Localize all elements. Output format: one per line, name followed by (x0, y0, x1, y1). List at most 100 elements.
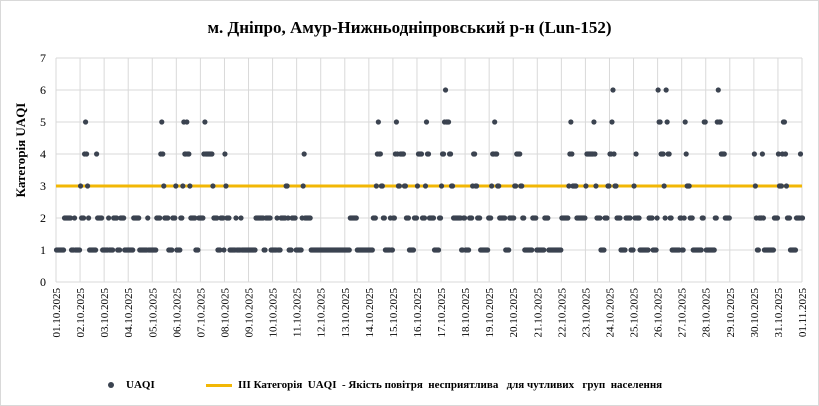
uaqi-series (53, 87, 806, 253)
data-point (680, 247, 686, 253)
data-point (545, 215, 551, 221)
data-point (106, 215, 112, 221)
data-point (180, 183, 186, 189)
data-point (405, 215, 412, 221)
data-point (418, 151, 425, 157)
data-point (474, 183, 480, 189)
data-point (160, 151, 166, 157)
data-point (114, 215, 120, 221)
data-point (274, 215, 280, 221)
data-point (657, 119, 663, 125)
x-tick-label: 05.10.2025 (147, 288, 159, 338)
data-point (664, 119, 670, 125)
x-tick-label: 09.10.2025 (244, 288, 256, 338)
data-point (494, 151, 500, 157)
data-point (192, 215, 198, 221)
data-point (83, 151, 90, 157)
data-point (775, 151, 782, 157)
data-point (633, 151, 639, 157)
data-point (751, 151, 757, 157)
data-point (686, 183, 692, 189)
x-tick-label: 21.10.2025 (532, 288, 544, 338)
data-point (442, 87, 449, 93)
data-point (752, 183, 758, 189)
data-point (220, 215, 226, 221)
x-tick-label: 25.10.2025 (629, 288, 641, 338)
data-point (94, 151, 100, 157)
x-tick-label: 12.10.2025 (316, 288, 328, 338)
data-point (496, 183, 502, 189)
data-point (372, 215, 378, 221)
data-point (410, 247, 417, 253)
data-point (67, 215, 74, 221)
data-point (601, 247, 607, 253)
data-point (177, 247, 183, 253)
data-point (414, 183, 421, 189)
data-point (136, 215, 142, 221)
x-tick-label: 24.10.2025 (604, 288, 616, 338)
x-tick-label: 01.11.2025 (797, 288, 809, 338)
x-tick-label: 11.10.2025 (292, 288, 304, 338)
data-point (631, 183, 637, 189)
data-point (209, 151, 215, 157)
data-point (502, 215, 508, 221)
data-point (184, 119, 190, 125)
data-point (666, 151, 672, 157)
data-point (485, 247, 491, 253)
data-point (511, 215, 517, 221)
data-point (223, 183, 229, 189)
data-point (130, 247, 136, 253)
data-point (145, 215, 151, 221)
x-tick-label: 28.10.2025 (701, 288, 713, 338)
data-point (662, 215, 668, 221)
data-point (165, 215, 171, 221)
data-point (161, 183, 167, 189)
data-point (153, 247, 159, 253)
data-point (506, 247, 512, 253)
data-point (222, 151, 228, 157)
data-point (435, 247, 442, 253)
data-point (698, 247, 704, 253)
data-point (529, 247, 535, 253)
data-point (82, 119, 89, 125)
x-tick-label: 07.10.2025 (195, 288, 207, 338)
x-tick-label: 16.10.2025 (412, 288, 424, 338)
data-point (277, 247, 283, 253)
data-point (402, 183, 409, 189)
data-point (381, 215, 387, 221)
data-point (717, 119, 723, 125)
data-point (214, 215, 220, 221)
data-point (759, 151, 765, 157)
data-point (611, 151, 617, 157)
x-tick-label: 04.10.2025 (123, 288, 135, 338)
x-tick-label: 27.10.2025 (677, 288, 689, 338)
data-point (77, 183, 84, 189)
data-point (226, 215, 232, 221)
data-point (489, 183, 495, 189)
data-point (379, 183, 385, 189)
data-point (711, 247, 717, 253)
data-point (447, 151, 454, 157)
x-tick-label: 06.10.2025 (171, 288, 183, 338)
data-point (252, 247, 258, 253)
data-point (307, 215, 313, 221)
legend-item-threshold: ІІІ Категорія UAQI - Якість повітря несп… (206, 376, 662, 394)
data-point (609, 119, 615, 125)
data-point (85, 215, 92, 221)
data-point (492, 119, 498, 125)
data-point (391, 215, 398, 221)
data-point (110, 247, 116, 253)
data-point (267, 215, 273, 221)
x-tick-label: 03.10.2025 (99, 288, 111, 338)
data-point (210, 183, 216, 189)
data-point (604, 215, 610, 221)
data-point (583, 183, 589, 189)
data-point (469, 215, 475, 221)
y-tick-label: 5 (40, 115, 46, 129)
data-point (353, 215, 359, 221)
data-point (179, 215, 185, 221)
data-point (593, 183, 599, 189)
x-tick-label: 08.10.2025 (219, 288, 231, 338)
